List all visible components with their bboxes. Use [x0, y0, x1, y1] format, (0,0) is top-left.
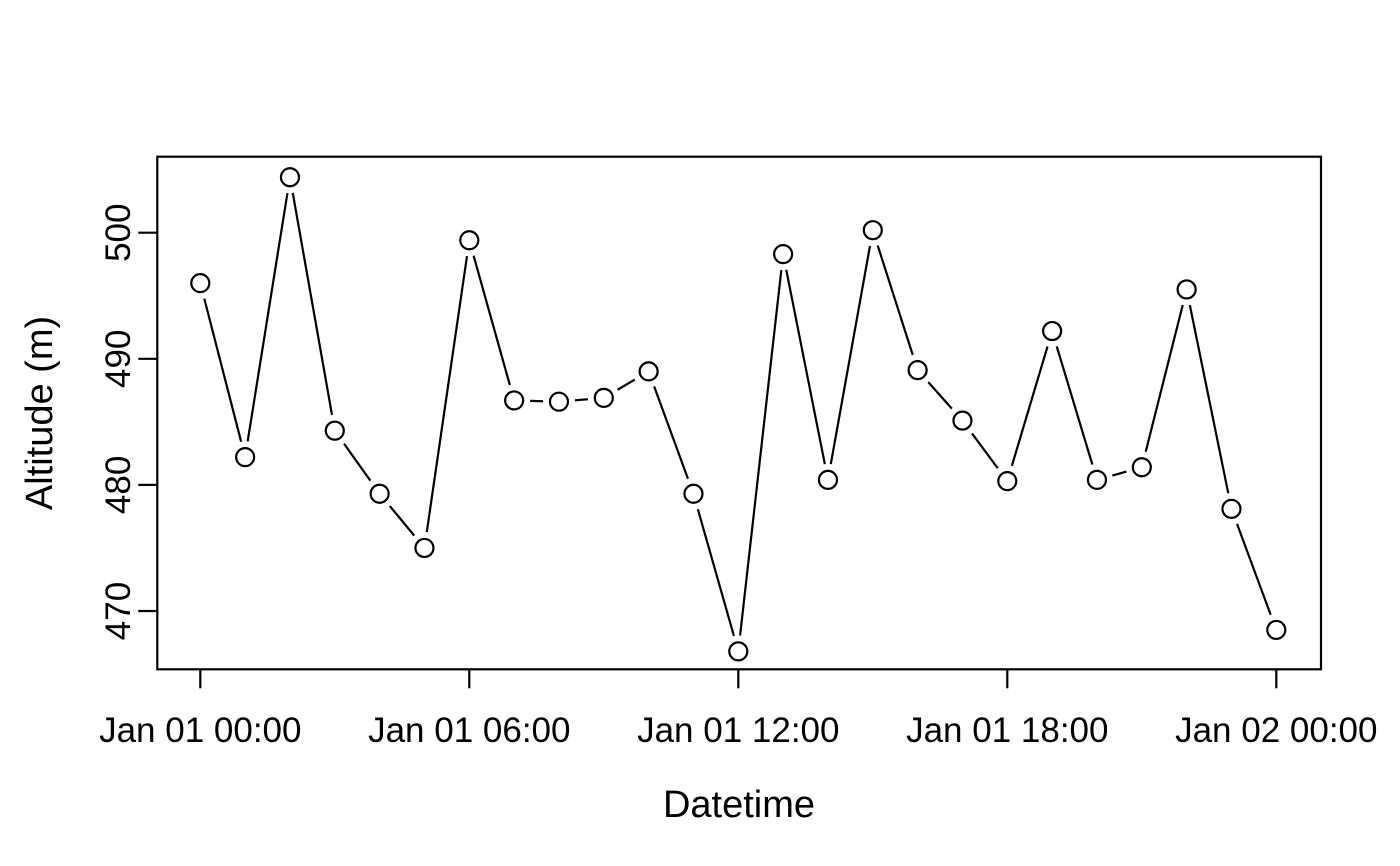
data-point-marker	[190, 273, 211, 294]
data-point-marker	[279, 167, 301, 188]
line-segment	[927, 381, 953, 410]
line-segment	[696, 508, 735, 637]
data-point-marker	[235, 447, 256, 468]
line-segment	[425, 255, 469, 533]
data-point-marker	[1266, 619, 1287, 641]
line-segment	[1010, 346, 1049, 467]
data-point-marker	[548, 391, 570, 412]
line-segment	[971, 432, 999, 469]
line-segment	[829, 245, 872, 465]
data-point-marker	[773, 244, 794, 265]
data-point-marker	[459, 230, 480, 251]
line-segment	[1055, 346, 1094, 465]
data-point-marker	[907, 360, 928, 381]
y-tick-label: 490	[99, 330, 138, 388]
line-segment	[472, 255, 511, 386]
line-segment	[203, 298, 243, 442]
data-point-marker	[952, 410, 973, 431]
data-point-marker	[1131, 457, 1152, 478]
x-tick-label: Jan 01 18:00	[906, 711, 1108, 750]
data-point-marker	[593, 387, 614, 408]
line-segment	[739, 269, 783, 636]
line-segment	[876, 245, 914, 356]
line-segment	[1144, 304, 1184, 453]
data-point-marker	[1042, 320, 1063, 342]
data-point-marker	[683, 483, 704, 504]
data-point-marker	[414, 537, 435, 559]
x-tick-label: Jan 01 00:00	[99, 711, 301, 750]
y-axis-ticks: 470 480 490 500	[99, 203, 158, 640]
line-segment	[1188, 304, 1230, 494]
x-axis-title: Datetime	[663, 784, 815, 826]
y-tick-label: 480	[99, 456, 138, 514]
line-segment	[1235, 523, 1272, 616]
line-segment	[653, 386, 689, 480]
data-point-marker	[1086, 469, 1108, 490]
line-segment	[617, 378, 636, 391]
x-tick-label: Jan 02 00:00	[1175, 711, 1377, 750]
x-tick-label: Jan 01 06:00	[368, 711, 570, 750]
data-point-marker	[1176, 279, 1197, 300]
data-point-marker	[369, 483, 390, 504]
line-segment	[785, 269, 826, 465]
line-segment	[246, 192, 289, 442]
line-segment	[343, 443, 372, 482]
data-series	[190, 167, 1287, 662]
line-segment	[388, 505, 416, 537]
data-point-marker	[638, 361, 659, 382]
y-tick-label: 470	[99, 582, 138, 640]
line-segment	[1112, 470, 1127, 477]
data-point-marker	[997, 471, 1018, 492]
data-point-marker	[728, 641, 749, 662]
line-segment	[574, 398, 588, 402]
data-point-marker	[1221, 498, 1242, 519]
x-axis-ticks: Jan 01 00:00 Jan 01 06:00 Jan 01 12:00 Jan …	[99, 669, 1378, 750]
y-tick-label: 500	[99, 203, 138, 261]
data-point-marker	[817, 469, 839, 490]
data-point-marker	[862, 220, 883, 241]
data-point-marker	[324, 420, 345, 441]
line-segment	[291, 192, 334, 416]
y-axis-title: Altitude (m)	[19, 316, 61, 510]
x-tick-label: Jan 01 12:00	[637, 711, 839, 750]
data-point-marker	[504, 390, 525, 411]
